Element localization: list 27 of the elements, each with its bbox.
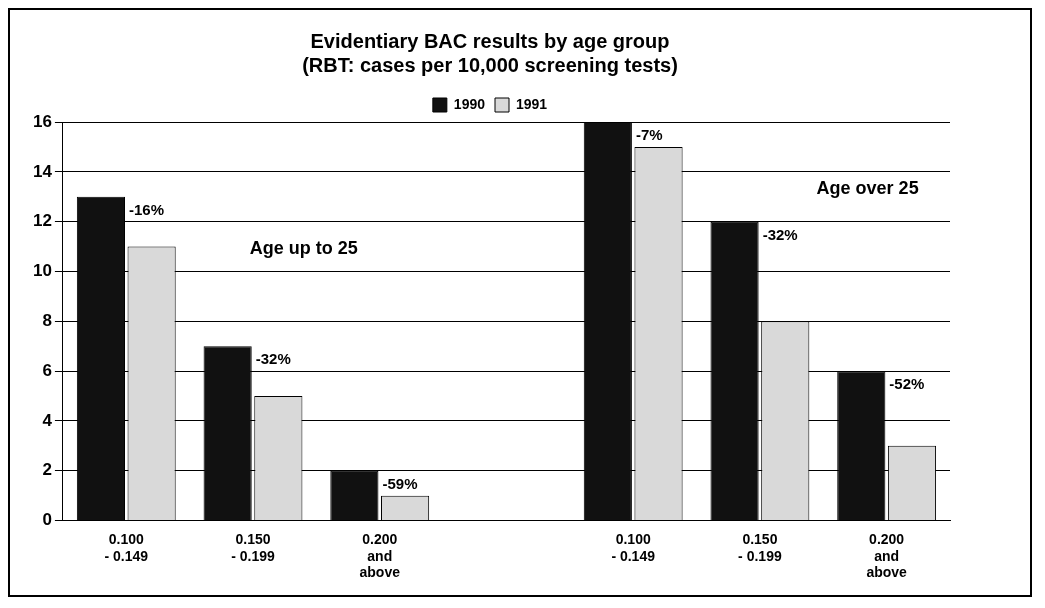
annotation: Age over 25 (816, 178, 919, 199)
annotation: -32% (255, 350, 291, 368)
y-tick-label: 4 (42, 410, 53, 430)
annotation: -59% (382, 474, 418, 492)
annotation: -52% (889, 375, 925, 393)
y-tick-label: 12 (32, 211, 52, 231)
x-tick-label: 0.150 - 0.199 (738, 530, 782, 564)
legend-label: 1991 (516, 95, 548, 112)
annotation: -16% (129, 200, 165, 218)
chart-subtitle: (RBT: cases per 10,000 screening tests) (302, 53, 678, 76)
x-tick-label: 0.200 and above (359, 530, 401, 581)
y-tick-label: 16 (32, 111, 52, 131)
y-tick-label: 10 (32, 261, 52, 281)
chart-title: Evidentiary BAC results by age group (310, 29, 670, 52)
annotation: -7% (635, 126, 663, 144)
x-tick-label: 0.100 - 0.149 (104, 530, 149, 564)
y-tick-label: 2 (42, 460, 52, 480)
y-tick-label: 0 (42, 510, 52, 530)
y-tick-label: 8 (42, 310, 52, 330)
x-tick-label: 0.150 - 0.199 (231, 530, 275, 564)
annotation: -32% (762, 225, 798, 243)
annotation: Age up to 25 (249, 238, 358, 259)
legend-label: 1990 (453, 95, 486, 112)
y-tick-label: 14 (32, 161, 53, 181)
x-tick-label: 0.200 and above (866, 530, 908, 581)
y-tick-label: 6 (42, 360, 52, 380)
x-tick-label: 0.100 - 0.149 (611, 530, 656, 564)
